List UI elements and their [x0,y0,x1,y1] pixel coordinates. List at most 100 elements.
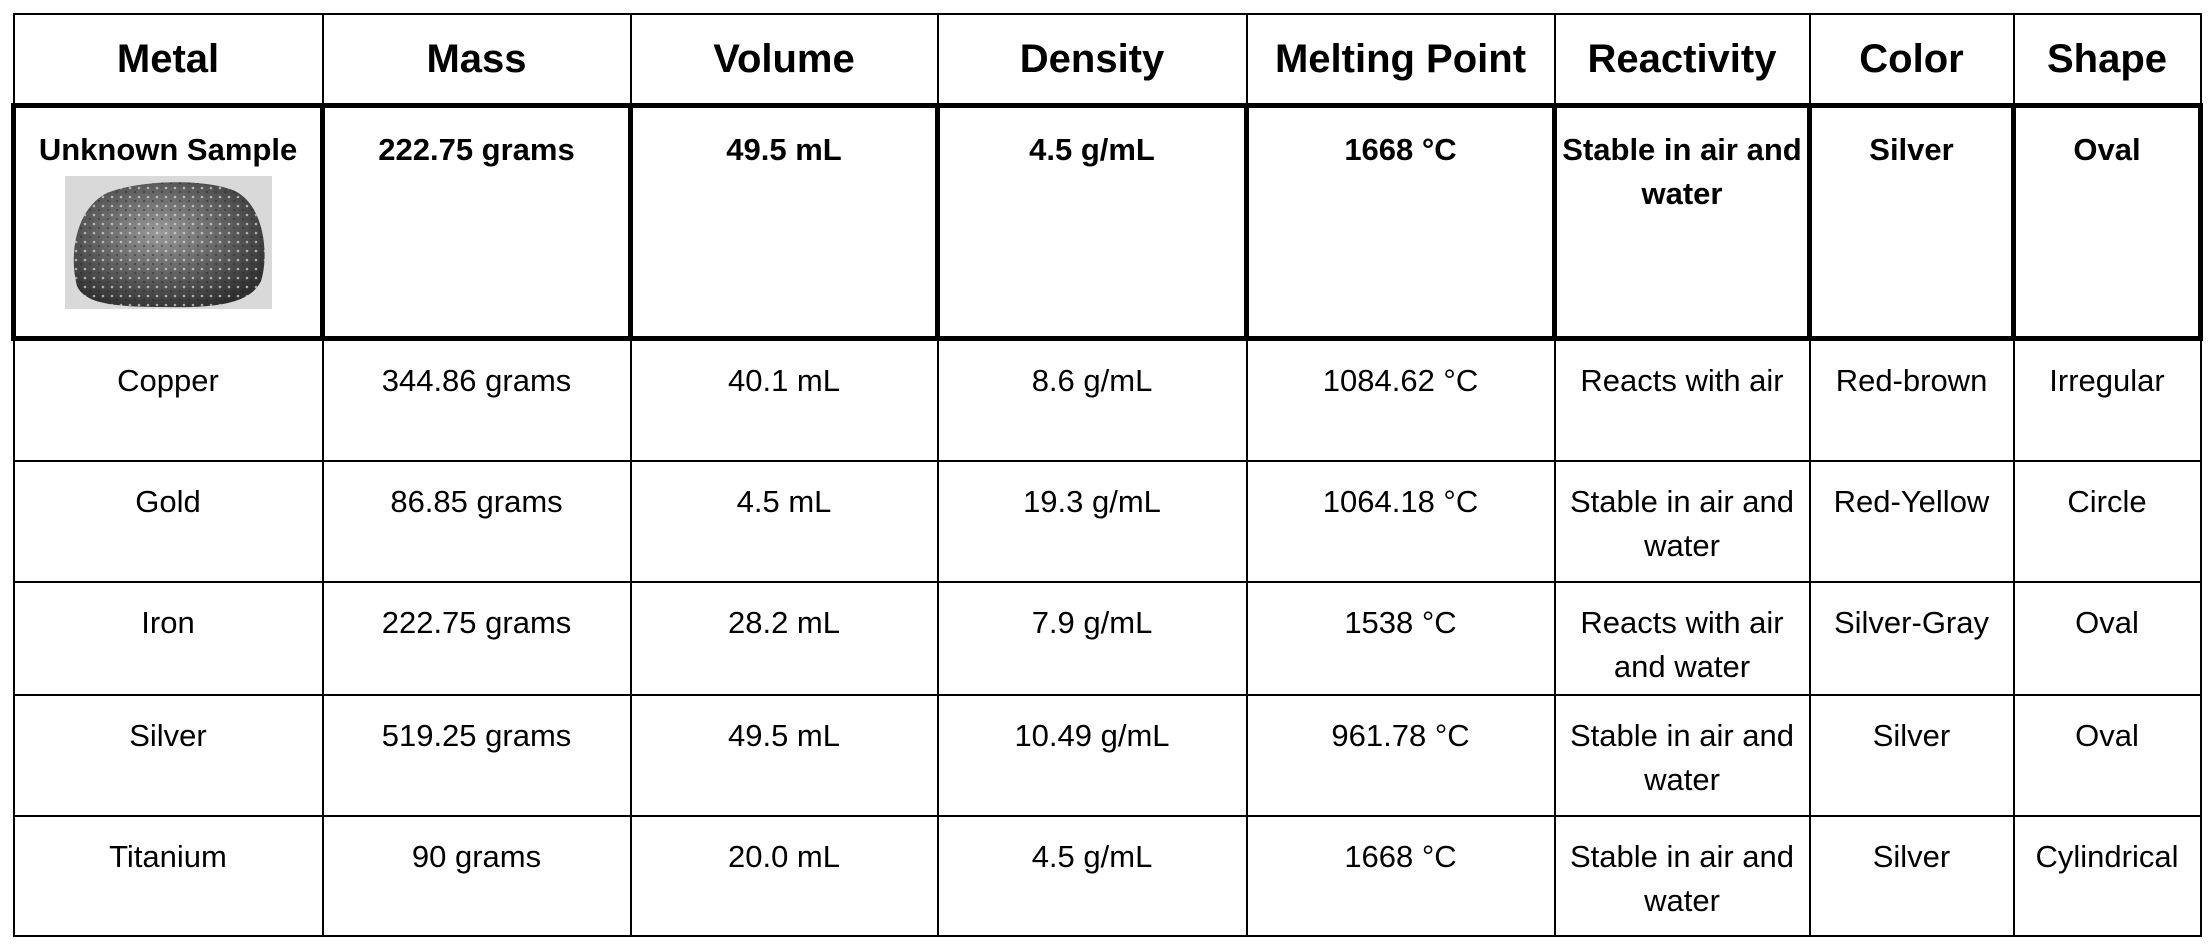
cell: 10.49 g/mL [936,694,1248,817]
cell: 90 grams [321,815,632,937]
cell: 28.2 mL [629,581,939,696]
cell-text: Titanium [109,839,227,874]
cell: 4.5 g/mL [936,815,1248,937]
cell-text: Stable in air and water [1569,839,1795,918]
cell-text: Oval [2073,131,2141,167]
cell-text: 519.25 grams [381,718,572,753]
cell: Gold [12,460,324,583]
header-row: Metal Mass Volume Density Melting Point React… [12,13,2202,106]
cell: 1668 °C [1244,102,1557,341]
column-header: Melting Point [1245,13,1556,106]
cell-text: Oval [2075,718,2139,753]
cell-text: 90 grams [411,839,542,874]
cell: Silver-Gray [1808,581,2015,696]
cell: 40.1 mL [629,337,939,462]
metal-row: Copper 344.86 grams 40.1 mL 8.6 g/mL 1084.62… [12,337,2202,462]
cell-text: 28.2 mL [727,605,840,640]
cell-text: Silver [1872,839,1951,874]
cell: Oval [2012,581,2202,696]
sample-row: Unknown Sample 222.75 grams 49.5 mL 4.5 g/m… [11,102,2203,341]
cell-text: 344.86 grams [381,362,572,398]
metal-table: Metal Mass Volume Density Melting Point React… [11,13,2203,937]
cell-text: 1668 °C [1344,131,1457,167]
cell: Oval [2012,694,2202,817]
column-header: Reactivity [1553,13,1811,106]
cell: Titanium [12,815,324,937]
cell: 1084.62 °C [1245,337,1556,462]
cell: 49.5 mL [629,694,939,817]
cell: Red-brown [1808,337,2015,462]
cell-text: 4.5 mL [736,484,832,519]
column-header: Volume [629,13,939,106]
cell-text: Silver [1872,718,1951,753]
cell-text: Stable in air and water [1569,484,1795,563]
cell-text: Unknown Sample [38,131,298,167]
cell-text: Irregular [2049,362,2165,398]
cell: Circle [2012,460,2202,583]
cell-text: 49.5 mL [726,131,842,167]
cell: Unknown Sample [11,102,325,341]
cell-text: 961.78 °C [1331,718,1470,753]
cell: 4.5 g/mL [935,102,1249,341]
cell-text: 222.75 grams [378,131,575,167]
cell: 222.75 grams [321,581,632,696]
cell: 1064.18 °C [1245,460,1556,583]
column-header: Density [936,13,1248,106]
cell-text: 8.6 g/mL [1031,362,1153,398]
cell-text: Reacts with air and water [1580,605,1784,684]
column-header: Shape [2012,13,2202,106]
cell-text: 4.5 g/mL [1029,131,1155,167]
cell-text: Red-brown [1835,362,1988,398]
cell: 222.75 grams [320,102,633,341]
cell: Copper [12,337,324,462]
cell: 86.85 grams [321,460,632,583]
cell-text: 1064.18 °C [1322,484,1479,519]
cell-text: Cylindrical [2035,839,2179,874]
cell-text: Circle [2067,484,2147,519]
cell-text: 1538 °C [1344,605,1457,640]
cell-text: Reacts with air [1580,362,1784,398]
cell-text: Red-Yellow [1833,484,1990,519]
cell-text: Oval [2075,605,2139,640]
cell-text: 20.0 mL [727,839,840,874]
cell-text: Stable in air and water [1569,718,1795,797]
cell-text: 49.5 mL [727,718,840,753]
cell: 1538 °C [1245,581,1556,696]
cell: 1668 °C [1245,815,1556,937]
cell: Silver [12,694,324,817]
cell: 8.6 g/mL [936,337,1248,462]
cell-text: 10.49 g/mL [1014,718,1170,753]
cell: Stable in air and water [1553,815,1811,937]
cell-text: 1668 °C [1344,839,1457,874]
cell-text: Silver-Gray [1833,605,1989,640]
cell-text: 7.9 g/mL [1031,605,1153,640]
cell: Irregular [2012,337,2202,462]
cell: Silver [1808,815,2015,937]
cell: Reacts with air and water [1553,581,1811,696]
cell: Red-Yellow [1808,460,2015,583]
cell: Oval [2011,102,2203,341]
cell-text: 1084.62 °C [1322,362,1479,398]
cell: Reacts with air [1553,337,1811,462]
cell: 344.86 grams [321,337,632,462]
cell-text: 40.1 mL [727,362,840,398]
column-header: Mass [321,13,632,106]
cell: Silver [1808,694,2015,817]
cell: 4.5 mL [629,460,939,583]
cell: 20.0 mL [629,815,939,937]
cell-text: Copper [117,362,219,398]
cell: 49.5 mL [628,102,940,341]
cell: 19.3 g/mL [936,460,1248,583]
metal-row: Gold 86.85 grams 4.5 mL 19.3 g/mL 1064.18 °C… [12,460,2202,583]
cell-text: Iron [141,605,195,640]
column-header: Metal [12,13,324,106]
cell: Cylindrical [2012,815,2202,937]
cell-text: Silver [1869,131,1954,167]
metal-row: Titanium 90 grams 20.0 mL 4.5 g/mL 1668 °C St… [12,815,2202,937]
cell: 7.9 g/mL [936,581,1248,696]
cell-text: 222.75 grams [381,605,572,640]
cell-text: Stable in air and water [1562,131,1802,211]
column-header: Color [1808,13,2015,106]
cell-text: Gold [135,484,201,519]
